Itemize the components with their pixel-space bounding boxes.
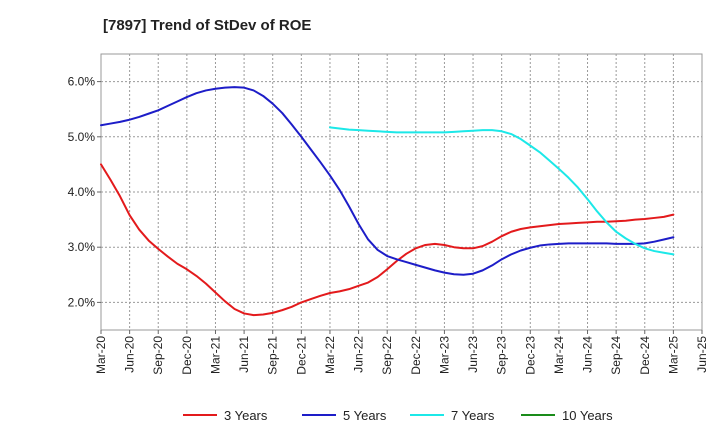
x-tick-label: Sep-23 bbox=[495, 336, 509, 375]
x-tick-label: Mar-22 bbox=[323, 336, 337, 374]
x-tick-label: Sep-21 bbox=[266, 336, 280, 375]
x-tick-label: Jun-23 bbox=[466, 336, 480, 373]
legend-label-3-years: 3 Years bbox=[224, 408, 268, 423]
chart-title: [7897] Trend of StDev of ROE bbox=[103, 17, 311, 34]
x-tick-label: Jun-24 bbox=[581, 336, 595, 373]
x-tick-label: Dec-22 bbox=[409, 336, 423, 375]
grid bbox=[101, 54, 702, 330]
x-tick-label: Mar-23 bbox=[437, 336, 451, 374]
x-tick-label: Mar-25 bbox=[666, 336, 680, 374]
x-tick-label: Mar-20 bbox=[94, 336, 108, 374]
x-tick-label: Dec-24 bbox=[638, 336, 652, 375]
y-axis: 2.0% 3.0% 4.0% 5.0% 6.0% bbox=[68, 75, 101, 309]
y-tick-label: 6.0% bbox=[68, 75, 96, 89]
y-tick-label: 5.0% bbox=[68, 130, 96, 144]
x-tick-label: Dec-23 bbox=[523, 336, 537, 375]
series-line-5-years bbox=[100, 86, 675, 276]
legend-label-7-years: 7 Years bbox=[451, 408, 495, 423]
series-lines bbox=[100, 86, 675, 317]
series-line-7-years bbox=[328, 126, 675, 256]
x-tick-label: Sep-24 bbox=[609, 336, 623, 375]
series-line-3-years bbox=[100, 163, 675, 317]
x-tick-label: Jun-21 bbox=[237, 336, 251, 373]
x-tick-label: Sep-20 bbox=[151, 336, 165, 375]
x-tick-label: Jun-20 bbox=[123, 336, 137, 373]
x-tick-label: Jun-22 bbox=[352, 336, 366, 373]
legend: 3 Years 5 Years 7 Years 10 Years bbox=[183, 408, 613, 423]
x-axis: Mar-20 Jun-20 Sep-20 Dec-20 Mar-21 Jun-21 Sep-… bbox=[94, 330, 709, 375]
y-tick-label: 3.0% bbox=[68, 240, 96, 254]
x-tick-label: Dec-21 bbox=[294, 336, 308, 375]
y-tick-label: 2.0% bbox=[68, 295, 96, 309]
x-tick-label: Jun-25 bbox=[695, 336, 709, 373]
x-tick-label: Sep-22 bbox=[380, 336, 394, 375]
legend-label-5-years: 5 Years bbox=[343, 408, 387, 423]
legend-label-10-years: 10 Years bbox=[562, 408, 613, 423]
x-tick-label: Dec-20 bbox=[180, 336, 194, 375]
x-tick-label: Mar-24 bbox=[552, 336, 566, 374]
y-tick-label: 4.0% bbox=[68, 185, 96, 199]
x-tick-label: Mar-21 bbox=[208, 336, 222, 374]
